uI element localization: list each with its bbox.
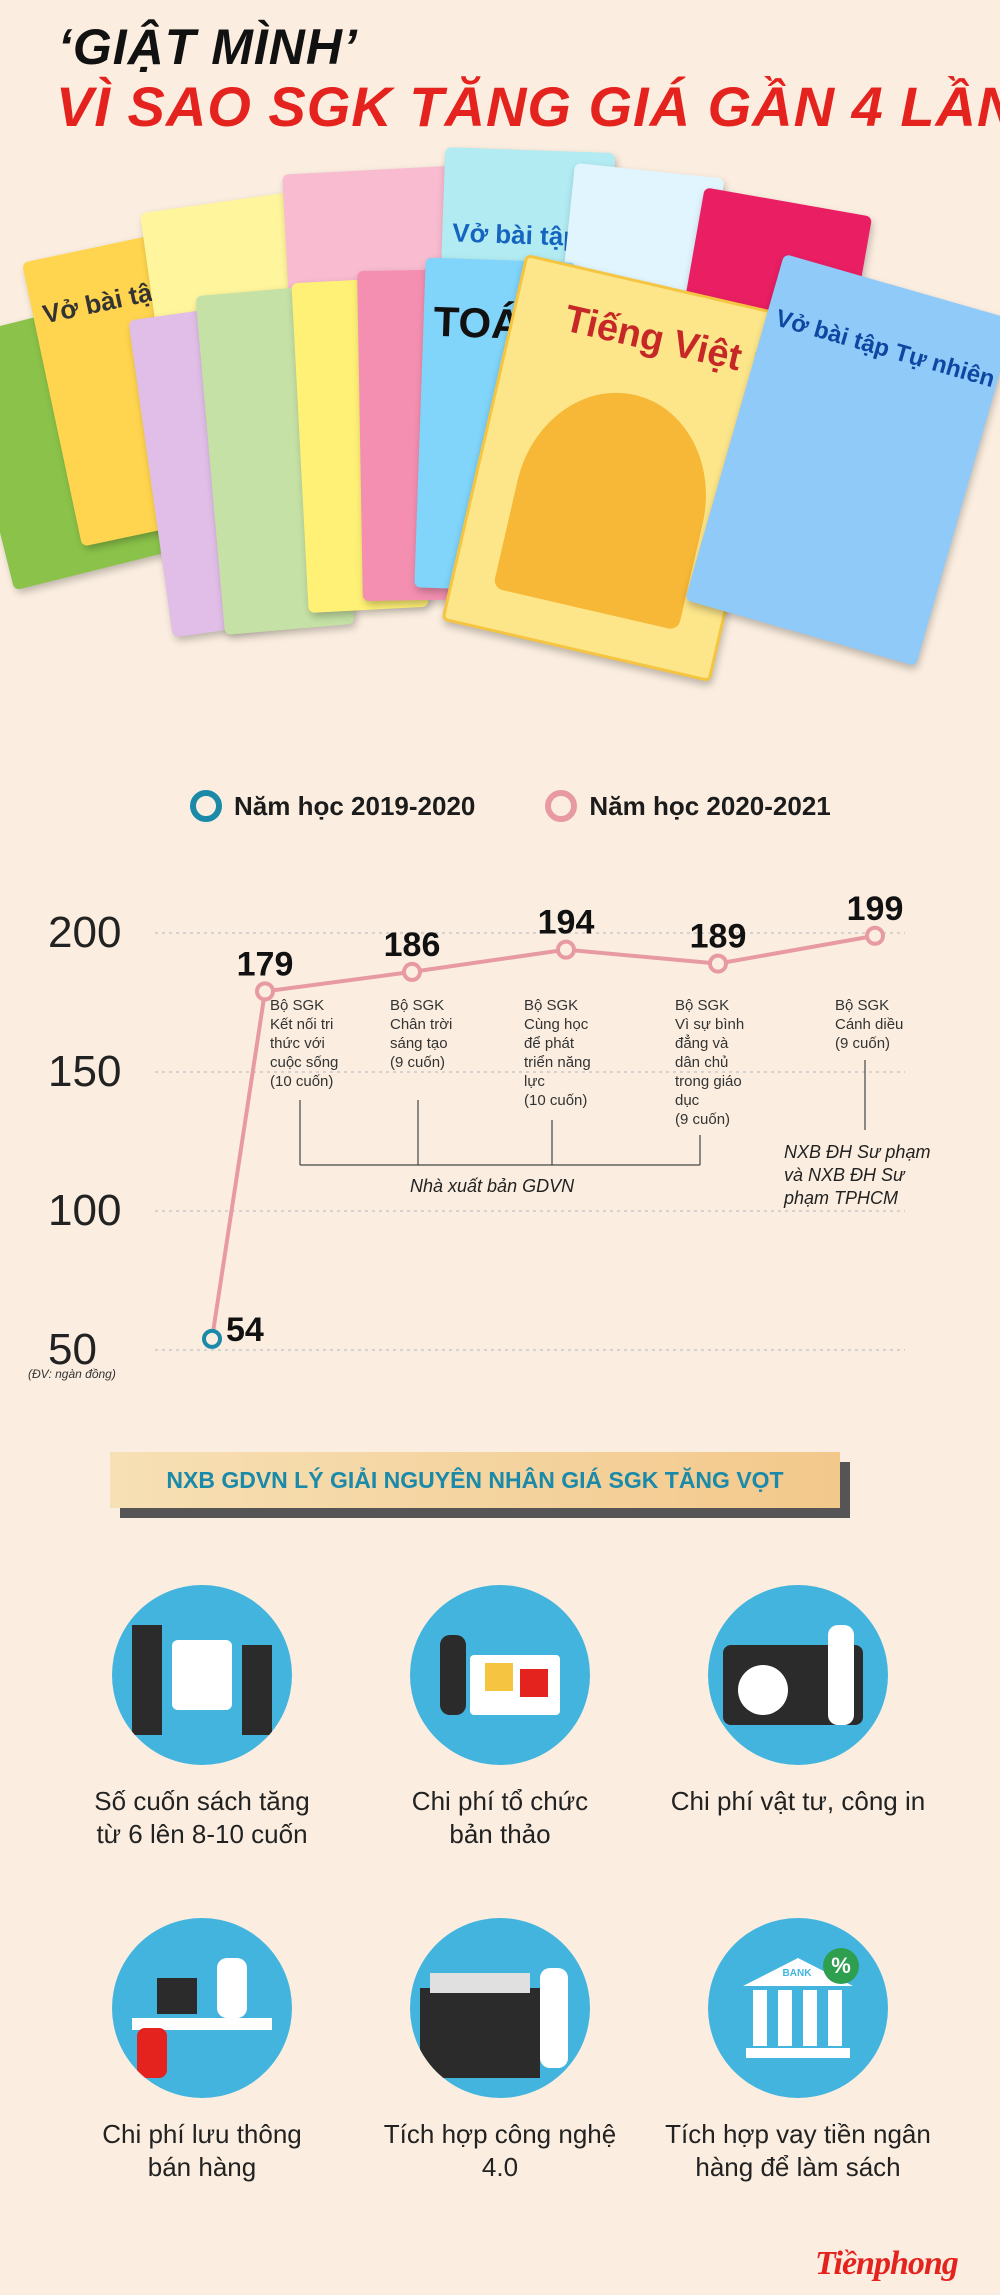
series-annotation: dân chủ — [675, 1054, 728, 1071]
data-point — [556, 939, 576, 960]
reasons-banner: NXB GDVN LÝ GIẢI NGUYÊN NHÂN GIÁ SGK TĂN… — [110, 1452, 840, 1508]
printing-press-icon — [708, 1585, 888, 1765]
series-annotation: Chân trời — [390, 1016, 452, 1033]
data-label: 189 — [690, 918, 747, 956]
data-point — [255, 981, 275, 1002]
series-annotation: (10 cuốn) — [524, 1092, 587, 1109]
publisher-label: và NXB ĐH Sư — [784, 1165, 906, 1185]
data-point — [402, 961, 422, 982]
series-annotation: để phát — [524, 1035, 575, 1052]
reason-label: Chi phí tổ chức bản thảo — [411, 1786, 589, 1849]
chart-legend: Năm học 2019-2020 Năm học 2020-2021 — [190, 790, 831, 822]
tienphong-logo: Tiềnphong — [815, 2245, 959, 2282]
series-annotation: thức với — [270, 1035, 325, 1052]
series-annotation: (9 cuốn) — [675, 1111, 730, 1128]
series-annotation: Vì sự bình — [675, 1016, 744, 1033]
publisher-label: NXB ĐH Sư phạm — [784, 1142, 930, 1162]
series-annotation: đẳng và — [675, 1034, 729, 1052]
series-annotation: Bộ SGK — [835, 997, 889, 1014]
book-stack-worker-icon — [112, 1585, 292, 1765]
data-label: 186 — [384, 926, 441, 964]
manuscript-meeting-icon — [410, 1585, 590, 1765]
reason-label: Chi phí lưu thông bán hàng — [102, 2119, 302, 2182]
series-annotation: (10 cuốn) — [270, 1073, 333, 1090]
y-tick-label: 50 — [48, 1325, 97, 1374]
y-tick-label: 100 — [48, 1186, 121, 1235]
data-label: 199 — [847, 890, 904, 928]
legend-label: Năm học 2020-2021 — [589, 790, 831, 821]
series-annotation: (9 cuốn) — [390, 1054, 445, 1071]
data-point — [202, 1328, 222, 1349]
series-annotation: (9 cuốn) — [835, 1035, 890, 1052]
series-annotation: triển năng — [524, 1054, 591, 1071]
bank-text: BANK — [782, 1968, 812, 1979]
legend-marker-icon — [545, 790, 578, 822]
legend-item: Năm học 2019-2020 — [190, 790, 475, 822]
textbooks-illustration: Vở bài tập Tiếng Việt Vở bài tập Toán TO… — [0, 130, 1000, 730]
unit-label: (ĐV: ngàn đồng) — [28, 1367, 116, 1381]
data-label: 194 — [538, 904, 595, 942]
book-title: Vở bài tập Tự nhiên và Xã hội — [772, 304, 1000, 424]
series-annotation: trong giáo — [675, 1073, 742, 1090]
technology-machine-icon — [410, 1918, 590, 2098]
legend-label: Năm học 2019-2020 — [234, 790, 476, 821]
price-line — [210, 933, 876, 1340]
price-line-chart: 200 150 100 50 (ĐV: ngàn đồng) Bộ SGK Kết nố… — [28, 890, 930, 1381]
series-annotation: sáng tạo — [390, 1035, 448, 1052]
data-point — [865, 925, 885, 946]
reason-label: Số cuốn sách tăng từ 6 lên 8-10 cuốn — [94, 1786, 310, 1849]
reason-item: Tích hợp công nghệ 4.0 — [350, 1918, 650, 2184]
book-title: Tiếng Việt 1 — [560, 297, 777, 387]
reason-label: Tích hợp công nghệ 4.0 — [383, 2119, 617, 2182]
series-annotation: Bộ SGK — [390, 997, 444, 1014]
reason-item: BANK % Tích hợp vay tiền ngân hàng để là… — [648, 1918, 948, 2184]
reason-label: Chi phí vật tư, công in — [670, 1786, 926, 1816]
y-tick-label: 150 — [48, 1047, 121, 1096]
reason-item: Chi phí vật tư, công in — [648, 1585, 948, 1818]
reason-item: Chi phí lưu thông bán hàng — [52, 1918, 352, 2184]
legend-item: Năm học 2020-2021 — [545, 790, 831, 822]
reason-item: Chi phí tổ chức bản thảo — [350, 1585, 650, 1851]
series-annotation: Bộ SGK — [524, 997, 578, 1014]
title-line-1: ‘GIẬT MÌNH’ — [58, 19, 358, 75]
series-annotation: Cánh diều — [835, 1016, 903, 1033]
reason-item: Số cuốn sách tăng từ 6 lên 8-10 cuốn — [52, 1585, 352, 1851]
reason-label: Tích hợp vay tiền ngân hàng để làm sách — [665, 2119, 931, 2182]
title-line-2: VÌ SAO SGK TĂNG GIÁ GẦN 4 LẦN — [56, 75, 1000, 138]
series-annotation: Bộ SGK — [675, 997, 729, 1014]
sales-office-icon — [112, 1918, 292, 2098]
series-annotation: lực — [524, 1073, 545, 1090]
series-annotation: Kết nối tri — [270, 1016, 333, 1033]
legend-marker-icon — [190, 790, 222, 822]
series-annotation: dục — [675, 1092, 700, 1109]
data-point — [708, 953, 728, 974]
bank-loan-icon: BANK % — [708, 1918, 888, 2098]
data-label: 179 — [237, 945, 294, 983]
series-annotation: cuộc sống — [270, 1054, 338, 1071]
y-tick-label: 200 — [48, 908, 121, 957]
series-annotation: Cùng học — [524, 1016, 589, 1033]
series-annotation: Bộ SGK — [270, 997, 324, 1014]
publisher-label: phạm TPHCM — [783, 1188, 898, 1208]
publisher-label: Nhà xuất bản GDVN — [410, 1176, 575, 1196]
data-label: 54 — [226, 1311, 264, 1349]
percent-badge: % — [823, 1948, 859, 1984]
